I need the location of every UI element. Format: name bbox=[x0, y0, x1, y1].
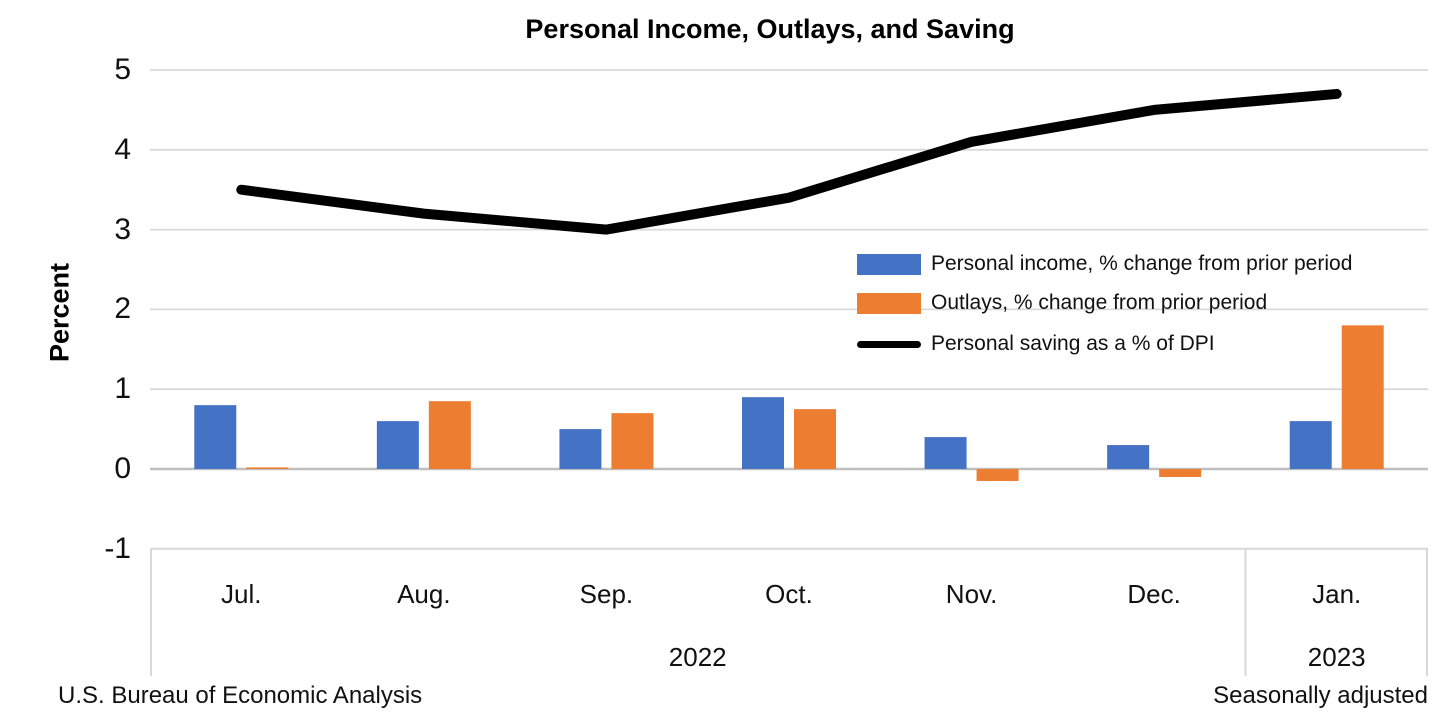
x-tick-label-jul: Jul. bbox=[221, 579, 262, 609]
bar-outlays-6 bbox=[1341, 325, 1384, 469]
x-tick-label-nov: Nov. bbox=[945, 579, 998, 609]
legend-swatch-personal-income bbox=[857, 253, 921, 275]
y-tick-label-5: 5 bbox=[114, 53, 131, 86]
legend-label-saving-line: Personal saving as a % of DPI bbox=[931, 332, 1215, 355]
bar-outlays-2 bbox=[611, 413, 654, 469]
adjustment-note: Seasonally adjusted bbox=[1213, 682, 1428, 709]
legend-label-outlays: Outlays, % change from prior period bbox=[931, 291, 1268, 314]
x-tick-label-jan: Jan. bbox=[1312, 579, 1362, 609]
bar-personal-income-4 bbox=[924, 437, 967, 469]
bar-personal-income-0 bbox=[194, 405, 237, 469]
chart-title: Personal Income, Outlays, and Saving bbox=[525, 14, 1015, 44]
x-tick-label-aug: Aug. bbox=[397, 579, 451, 609]
y-tick-label-4: 4 bbox=[114, 132, 131, 166]
legend-item-saving-line: Personal saving as a % of DPI bbox=[857, 330, 1215, 358]
bar-outlays-1 bbox=[428, 401, 471, 469]
y-tick-label-2: 2 bbox=[114, 292, 131, 326]
x-tick-label-sep: Sep. bbox=[579, 579, 634, 609]
legend-swatch-outlays bbox=[857, 292, 921, 314]
legend-item-personal-income: Personal income, % change from prior per… bbox=[857, 250, 1352, 278]
y-tick-label-1: 1 bbox=[114, 372, 131, 406]
bar-outlays-0 bbox=[246, 467, 289, 469]
x-tick-label-oct: Oct. bbox=[765, 579, 813, 609]
saving-rate-line bbox=[236, 88, 1342, 235]
bar-personal-income-2 bbox=[559, 429, 602, 469]
source-note: U.S. Bureau of Economic Analysis bbox=[58, 682, 423, 709]
x-tick-label-dec: Dec. bbox=[1127, 579, 1181, 609]
bar-outlays-3 bbox=[794, 409, 836, 469]
y-tick-label-0: 0 bbox=[114, 452, 131, 485]
legend-label-personal-income: Personal income, % change from prior per… bbox=[931, 252, 1353, 275]
bar-personal-income-6 bbox=[1289, 421, 1332, 469]
bar-outlays-4 bbox=[976, 469, 1019, 481]
bar-personal-income-3 bbox=[742, 397, 784, 469]
legend-swatch-saving-line bbox=[857, 340, 921, 348]
bar-personal-income-1 bbox=[376, 421, 419, 469]
year-label-2022: 2022 bbox=[668, 642, 727, 672]
y-tick-label-3: 3 bbox=[114, 212, 131, 246]
bar-personal-income-5 bbox=[1107, 445, 1150, 469]
y-tick-label--1: -1 bbox=[104, 531, 131, 565]
legend-item-outlays: Outlays, % change from prior period bbox=[857, 289, 1267, 317]
bar-outlays-5 bbox=[1159, 469, 1202, 477]
year-label-2023: 2023 bbox=[1307, 642, 1366, 672]
